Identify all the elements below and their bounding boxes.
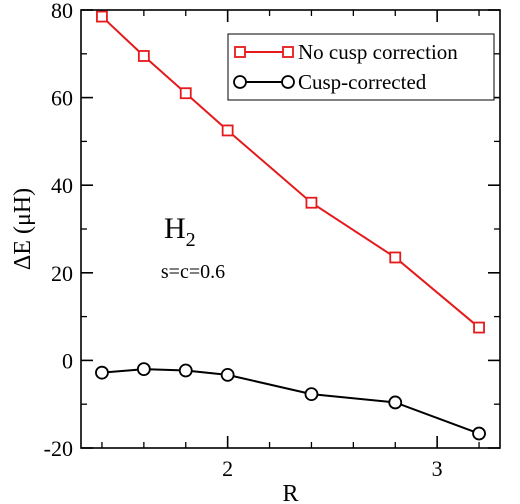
- data-point-square: [305, 196, 318, 209]
- series-no-cusp-correction: [96, 10, 485, 334]
- y-tick-label: -20: [44, 436, 73, 461]
- molecule-annotation: H2: [164, 212, 196, 251]
- data-point-square: [179, 87, 192, 100]
- molecule-symbol: H: [164, 212, 186, 245]
- annotations: H2 s=c=0.6: [161, 212, 225, 283]
- data-point-square: [137, 50, 150, 62]
- x-tick-label: 3: [432, 456, 443, 481]
- x-tick-label: 2: [222, 456, 233, 481]
- legend-item: Cusp-corrected: [233, 70, 427, 94]
- minor-ticks: [81, 10, 500, 448]
- legend-box: [227, 33, 495, 101]
- legend-item: No cusp correction: [234, 40, 458, 64]
- y-tick-label: 60: [51, 86, 73, 111]
- parameter-annotation: s=c=0.6: [161, 261, 225, 283]
- y-tick-label: 0: [62, 348, 73, 373]
- legend-label: Cusp-corrected: [298, 70, 427, 94]
- data-point-square: [473, 321, 485, 334]
- y-tick-label: 40: [51, 173, 73, 198]
- data-point-circle: [178, 363, 193, 378]
- legend-marker-circle: [281, 75, 295, 89]
- data-point-square: [96, 10, 108, 23]
- data-point-circle: [388, 395, 403, 410]
- legend-marker-circle: [233, 75, 247, 89]
- legend-label: No cusp correction: [298, 40, 458, 64]
- data-point-circle: [220, 367, 235, 382]
- series-layer: [95, 10, 486, 441]
- data-point-circle: [95, 365, 109, 380]
- data-point-circle: [136, 362, 151, 377]
- plot-frame: [80, 9, 501, 449]
- legend-marker-square: [234, 46, 246, 58]
- x-axis-label: R: [282, 481, 298, 504]
- legend-marker-square: [282, 46, 294, 58]
- series-line: [101, 368, 480, 435]
- tick-labels: 2 3 -20 0 20 40 60 80: [44, 0, 443, 481]
- series-cusp-corrected: [95, 362, 486, 441]
- data-point-circle: [472, 426, 486, 441]
- y-axis-label: ΔE (μH): [10, 188, 36, 270]
- data-point-circle: [304, 387, 319, 402]
- y-tick-label: 20: [51, 261, 73, 286]
- data-point-square: [221, 124, 234, 137]
- legend: No cusp correction Cusp-corrected: [227, 33, 495, 101]
- y-tick-label: 80: [51, 0, 73, 23]
- legend-items: No cusp correction Cusp-corrected: [233, 40, 458, 94]
- molecule-subscript: 2: [186, 229, 196, 251]
- data-point-square: [389, 251, 402, 264]
